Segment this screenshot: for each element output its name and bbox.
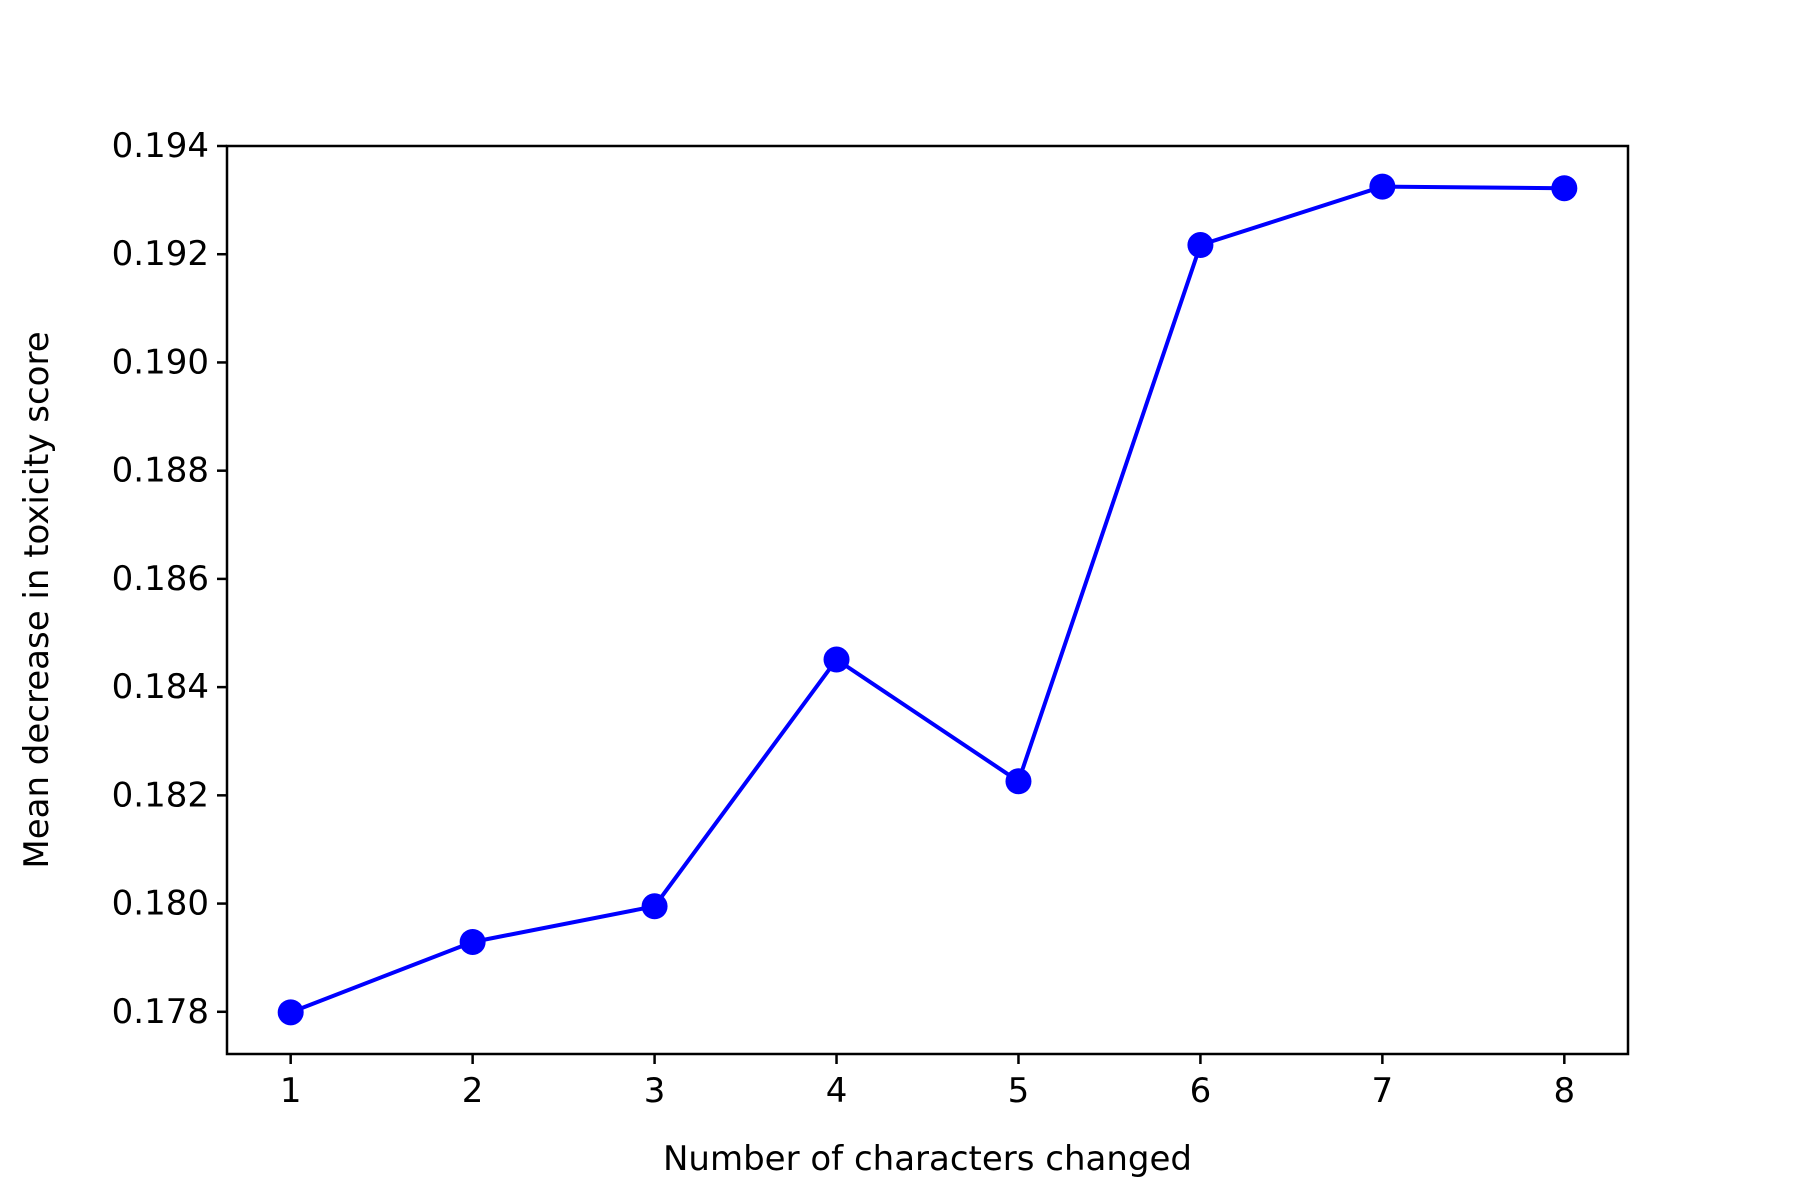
- y-tick-label: 0.188: [112, 451, 209, 491]
- data-point: [277, 999, 304, 1026]
- y-tick-label: 0.194: [112, 126, 209, 166]
- data-point: [1551, 175, 1578, 202]
- data-point: [459, 928, 486, 955]
- y-axis-label: Mean decrease in toxicity score: [17, 331, 57, 868]
- data-point: [1187, 232, 1214, 259]
- x-axis-ticks: 1 2 3 4 5 6 7 8: [280, 1054, 1575, 1111]
- data-point: [823, 646, 850, 673]
- y-tick-label: 0.182: [112, 775, 209, 815]
- x-tick-label: 6: [1190, 1071, 1212, 1111]
- y-tick-label: 0.180: [112, 884, 209, 924]
- x-tick-label: 2: [462, 1071, 484, 1111]
- y-tick-label: 0.190: [112, 342, 209, 382]
- x-tick-label: 4: [826, 1071, 848, 1111]
- y-tick-label: 0.192: [112, 234, 209, 274]
- x-tick-label: 5: [1008, 1071, 1030, 1111]
- x-tick-label: 3: [644, 1071, 666, 1111]
- plot-frame: [225, 144, 1630, 1056]
- data-point: [1369, 173, 1396, 200]
- y-tick-label: 0.186: [112, 559, 209, 599]
- series-line: [289, 184, 1565, 1015]
- data-point: [1005, 768, 1032, 795]
- y-tick-label: 0.178: [112, 992, 209, 1032]
- x-tick-label: 8: [1553, 1071, 1575, 1111]
- y-tick-label: 0.184: [112, 667, 209, 707]
- x-axis-label: Number of characters changed: [663, 1139, 1192, 1179]
- x-tick-label: 7: [1372, 1071, 1394, 1111]
- series-layer: [277, 173, 1578, 1026]
- data-point: [641, 893, 668, 920]
- x-tick-label: 1: [280, 1071, 302, 1111]
- y-axis-ticks: 0.178 0.180 0.182 0.184 0.186 0.188 0.190 0.192…: [112, 126, 227, 1032]
